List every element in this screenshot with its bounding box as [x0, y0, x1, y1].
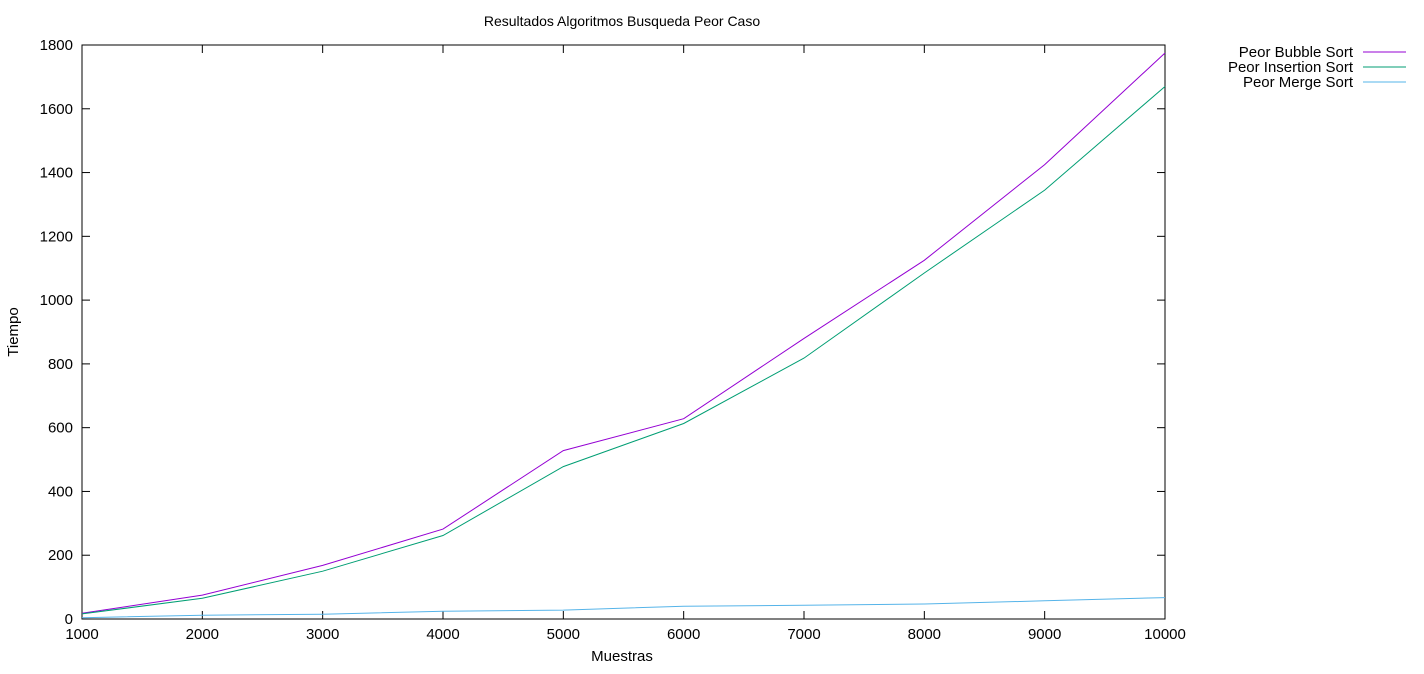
- y-axis-label: Tiempo: [5, 307, 22, 356]
- y-tick-label: 0: [65, 611, 73, 628]
- x-tick-label: 4000: [426, 626, 459, 643]
- x-axis-label: Muestras: [591, 648, 653, 665]
- legend-label-peor-merge-sort: Peor Merge Sort: [1243, 74, 1354, 91]
- y-tick-label: 400: [48, 483, 73, 500]
- x-tick-label: 9000: [1028, 626, 1061, 643]
- x-tick-label: 2000: [186, 626, 219, 643]
- x-tick-label: 5000: [547, 626, 580, 643]
- legend-label-peor-insertion-sort: Peor Insertion Sort: [1228, 59, 1354, 76]
- y-tick-label: 1800: [40, 37, 73, 54]
- y-tick-label: 1600: [40, 101, 73, 118]
- y-tick-label: 1000: [40, 292, 73, 309]
- y-tick-label: 600: [48, 420, 73, 437]
- x-tick-label: 3000: [306, 626, 339, 643]
- series-line-peor-bubble-sort: [81, 52, 1166, 614]
- x-tick-label: 7000: [787, 626, 820, 643]
- legend-label-peor-bubble-sort: Peor Bubble Sort: [1239, 44, 1354, 61]
- chart-title: Resultados Algoritmos Busqueda Peor Caso: [484, 13, 760, 29]
- x-tick-label: 1000: [65, 626, 98, 643]
- x-tick-label: 6000: [667, 626, 700, 643]
- x-tick-label: 8000: [908, 626, 941, 643]
- y-tick-label: 800: [48, 356, 73, 373]
- axes: 1000 2000 3000 4000 5000 6000 7000 8000 9000 1000…: [40, 37, 1186, 643]
- x-tick-label: 10000: [1144, 626, 1186, 643]
- y-tick-label: 1400: [40, 165, 73, 182]
- series-lines: [81, 52, 1166, 619]
- y-tick-label: 1200: [40, 228, 73, 245]
- series-line-peor-insertion-sort: [81, 86, 1166, 615]
- series-line-peor-merge-sort: [81, 597, 1166, 619]
- plot-border: [81, 44, 1166, 620]
- y-tick-label: 200: [48, 547, 73, 564]
